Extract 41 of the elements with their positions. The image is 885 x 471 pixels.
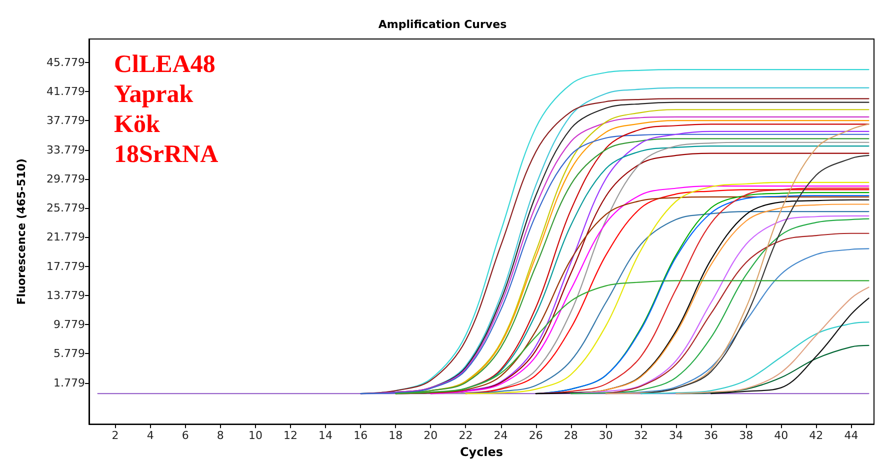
x-tick-label: 6 bbox=[182, 429, 189, 442]
x-tick-label: 32 bbox=[634, 429, 648, 442]
x-tick-label: 30 bbox=[598, 429, 613, 442]
y-tick-label: 13.779 bbox=[46, 288, 85, 302]
x-tick-label: 18 bbox=[388, 429, 403, 442]
x-tick-label: 2 bbox=[112, 429, 119, 442]
x-tick-label: 38 bbox=[739, 429, 754, 442]
x-tick-label: 20 bbox=[424, 429, 438, 442]
annotation: Kök bbox=[114, 111, 160, 138]
x-tick-label: 22 bbox=[458, 429, 473, 442]
y-tick-label: 21.779 bbox=[46, 230, 85, 244]
x-tick-label: 8 bbox=[216, 429, 224, 442]
x-tick-label: 24 bbox=[494, 429, 508, 442]
x-tick-label: 14 bbox=[318, 429, 333, 442]
x-tick-label: 26 bbox=[528, 429, 543, 442]
x-tick-label: 42 bbox=[809, 429, 824, 442]
x-tick-label: 16 bbox=[354, 429, 368, 442]
y-axis-title: Fluorescence (465-510) bbox=[15, 158, 28, 305]
y-tick-label: 33.779 bbox=[46, 143, 85, 156]
x-tick-label: 40 bbox=[774, 429, 788, 442]
x-tick-label: 36 bbox=[704, 429, 718, 442]
y-tick-label: 17.779 bbox=[46, 260, 85, 273]
y-tick-label: 45.779 bbox=[46, 56, 85, 69]
x-tick-label: 10 bbox=[248, 429, 262, 442]
y-tick-label: 37.779 bbox=[46, 114, 85, 128]
y-tick-label: 5.779 bbox=[54, 347, 85, 360]
y-tick-label: 1.779 bbox=[54, 376, 85, 390]
x-tick-label: 44 bbox=[844, 429, 858, 442]
annotation: ClLEA48 bbox=[114, 51, 216, 78]
x-tick-label: 34 bbox=[669, 429, 683, 442]
x-tick-label: 28 bbox=[564, 429, 578, 442]
y-tick-label: 9.779 bbox=[54, 318, 85, 332]
chart-title: Amplification Curves bbox=[378, 18, 508, 31]
x-axis-title: Cycles bbox=[460, 445, 504, 459]
annotation: Yaprak bbox=[114, 81, 194, 108]
y-tick-label: 25.779 bbox=[46, 202, 85, 215]
x-tick-label: 4 bbox=[146, 429, 154, 442]
y-tick-label: 41.779 bbox=[46, 85, 85, 98]
y-tick-label: 29.779 bbox=[46, 172, 85, 186]
x-tick-label: 12 bbox=[284, 429, 298, 442]
annotation: 18SrRNA bbox=[114, 141, 218, 168]
